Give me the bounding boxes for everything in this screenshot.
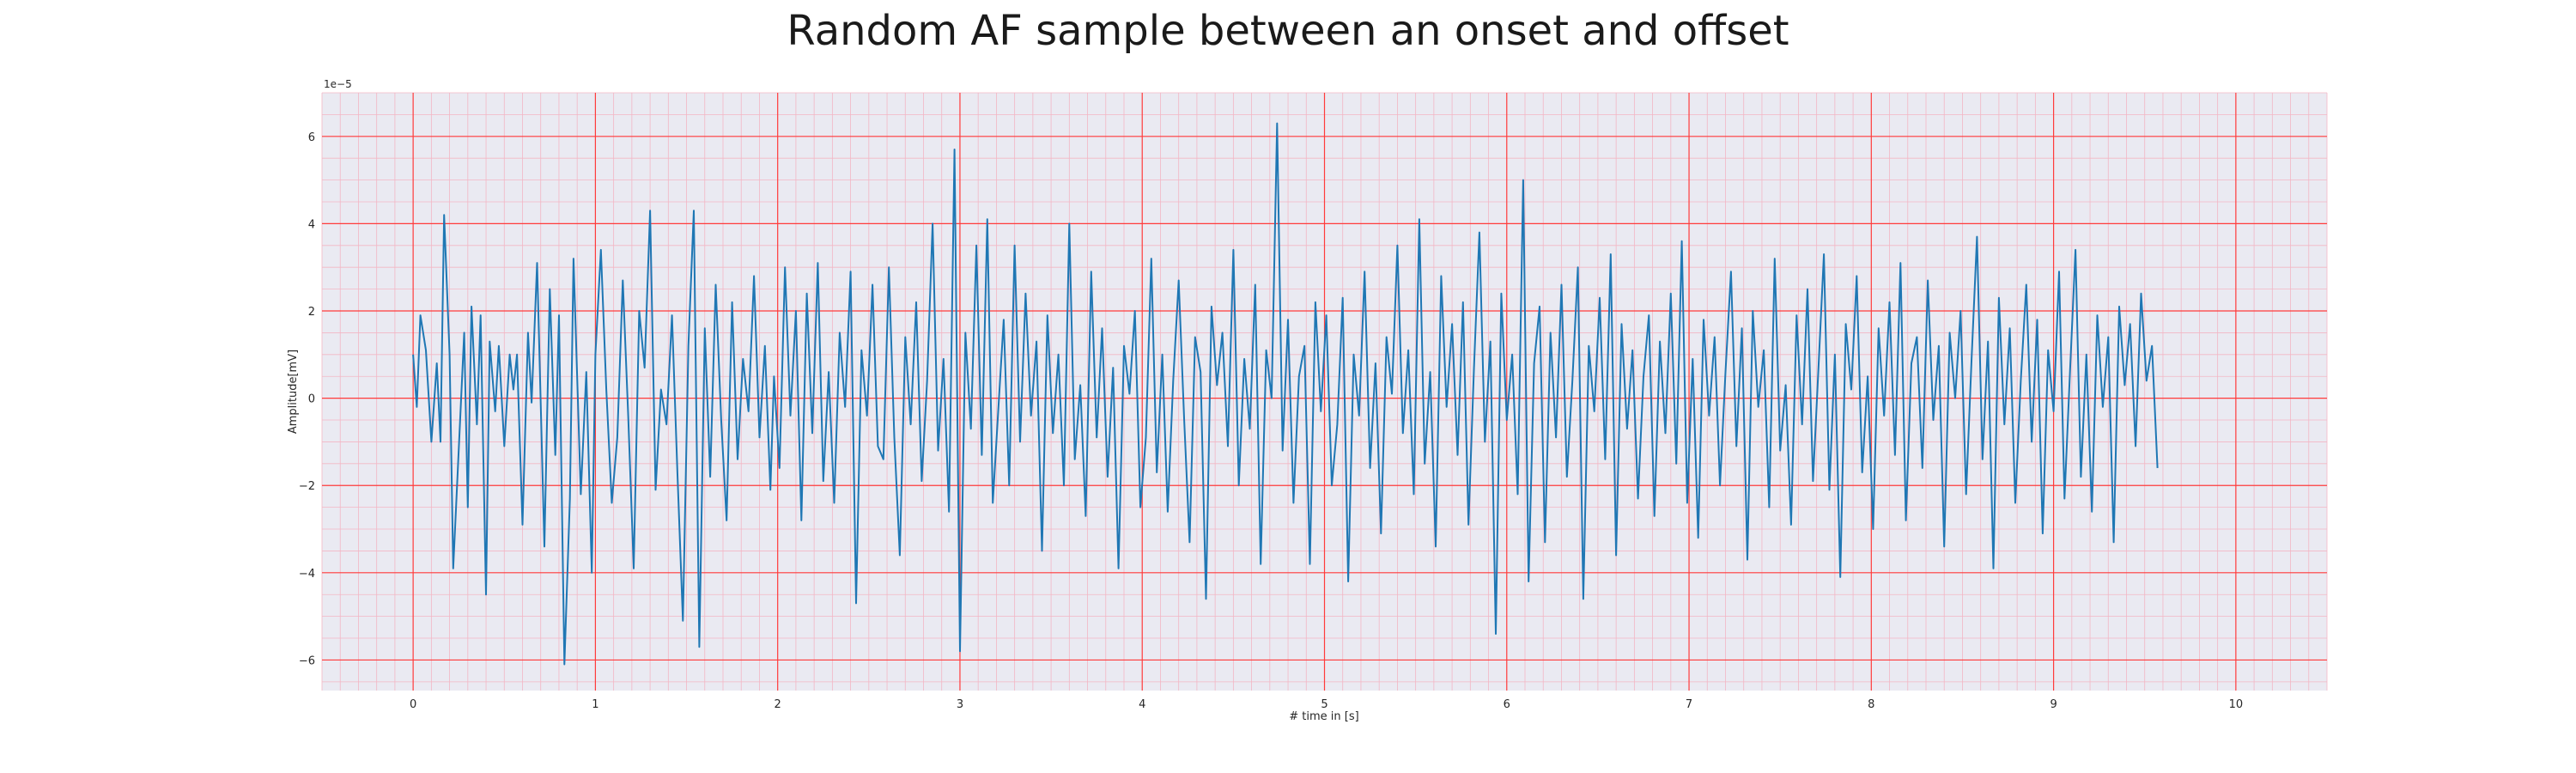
x-tick-label: 4 bbox=[1139, 698, 1145, 711]
y-tick-label: −2 bbox=[299, 480, 315, 493]
major-grid bbox=[322, 93, 2327, 691]
x-axis-label: # time in [s] bbox=[1289, 710, 1358, 723]
x-tick-label: 0 bbox=[410, 698, 416, 711]
x-tick-label: 7 bbox=[1686, 698, 1692, 711]
x-tick-label: 1 bbox=[592, 698, 598, 711]
x-tick-label: 5 bbox=[1321, 698, 1327, 711]
chart-title: Random AF sample between an onset and of… bbox=[787, 7, 1789, 55]
x-axis-ticks: 0 1 2 3 4 5 6 7 8 9 10 bbox=[410, 698, 2243, 711]
y-tick-label: 6 bbox=[308, 131, 315, 144]
series-layer bbox=[412, 122, 2159, 666]
y-tick-label: 2 bbox=[308, 306, 315, 319]
x-tick-label: 2 bbox=[775, 698, 781, 711]
y-tick-label: −6 bbox=[299, 654, 315, 667]
y-tick-label: −4 bbox=[299, 568, 315, 581]
y-tick-label: 4 bbox=[308, 218, 315, 231]
y-axis-label: Amplitude[mV] bbox=[287, 350, 300, 434]
series-line bbox=[412, 122, 2159, 666]
x-tick-label: 8 bbox=[1868, 698, 1874, 711]
y-scale-exponent: 1e−5 bbox=[324, 78, 352, 90]
plot-area bbox=[321, 92, 2328, 691]
x-tick-label: 10 bbox=[2229, 698, 2244, 711]
x-tick-label: 9 bbox=[2050, 698, 2057, 711]
y-tick-label: 0 bbox=[308, 393, 315, 406]
y-axis-ticks: −6 −4 −2 0 2 4 6 bbox=[299, 131, 315, 668]
x-tick-label: 3 bbox=[957, 698, 963, 711]
x-tick-label: 6 bbox=[1504, 698, 1510, 711]
